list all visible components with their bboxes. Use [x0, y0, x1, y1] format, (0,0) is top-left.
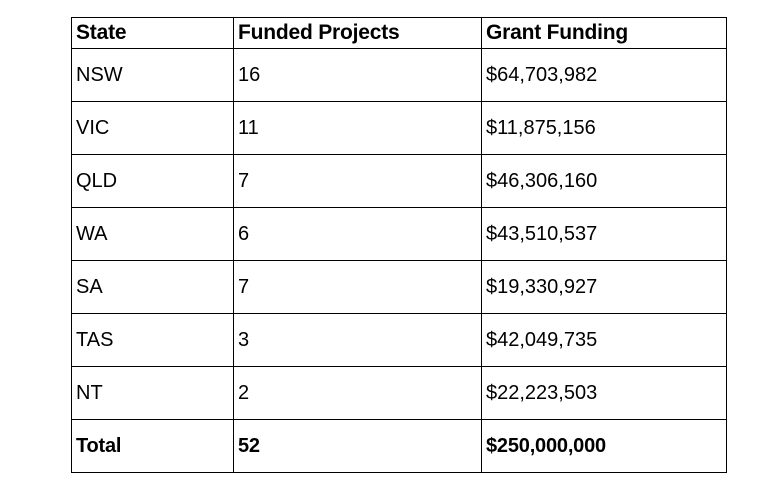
- table-row-wa: WA 6 $43,510,537: [71, 207, 727, 261]
- total-projects-cell: 52: [233, 419, 482, 473]
- state-cell: NSW: [71, 48, 234, 102]
- projects-cell: 7: [233, 260, 482, 314]
- state-cell: VIC: [71, 101, 234, 155]
- state-cell: QLD: [71, 154, 234, 208]
- table-header-row: State Funded Projects Grant Funding: [71, 17, 727, 49]
- projects-cell: 7: [233, 154, 482, 208]
- funding-cell: $64,703,982: [481, 48, 727, 102]
- total-funding-cell: $250,000,000: [481, 419, 727, 473]
- funding-cell: $42,049,735: [481, 313, 727, 367]
- total-label-cell: Total: [71, 419, 234, 473]
- state-cell: WA: [71, 207, 234, 261]
- funding-cell: $11,875,156: [481, 101, 727, 155]
- table-row-total: Total 52 $250,000,000: [71, 419, 727, 473]
- projects-cell: 16: [233, 48, 482, 102]
- projects-cell: 6: [233, 207, 482, 261]
- table-row-sa: SA 7 $19,330,927: [71, 260, 727, 314]
- state-cell: TAS: [71, 313, 234, 367]
- grant-funding-table: State Funded Projects Grant Funding NSW …: [71, 17, 727, 473]
- table-row-nt: NT 2 $22,223,503: [71, 366, 727, 420]
- projects-cell: 3: [233, 313, 482, 367]
- projects-cell: 2: [233, 366, 482, 420]
- state-cell: NT: [71, 366, 234, 420]
- column-header-state: State: [71, 17, 234, 49]
- projects-cell: 11: [233, 101, 482, 155]
- table-row-vic: VIC 11 $11,875,156: [71, 101, 727, 155]
- funding-cell: $19,330,927: [481, 260, 727, 314]
- table-row-qld: QLD 7 $46,306,160: [71, 154, 727, 208]
- funding-cell: $22,223,503: [481, 366, 727, 420]
- table-row-nsw: NSW 16 $64,703,982: [71, 48, 727, 102]
- table-row-tas: TAS 3 $42,049,735: [71, 313, 727, 367]
- column-header-grant-funding: Grant Funding: [481, 17, 727, 49]
- state-cell: SA: [71, 260, 234, 314]
- funding-cell: $46,306,160: [481, 154, 727, 208]
- column-header-funded-projects: Funded Projects: [233, 17, 482, 49]
- funding-cell: $43,510,537: [481, 207, 727, 261]
